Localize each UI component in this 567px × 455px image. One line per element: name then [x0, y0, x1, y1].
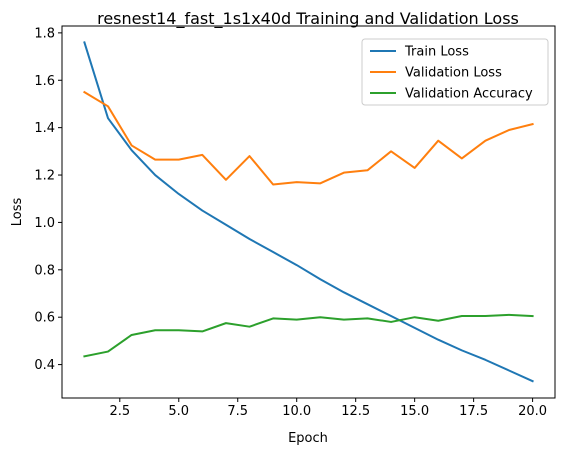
x-tick-label: 17.5 [459, 404, 488, 419]
y-tick-label: 1.4 [34, 121, 55, 136]
y-tick-label: 1.2 [34, 169, 55, 184]
x-tick-label: 2.5 [109, 404, 130, 419]
y-tick-label: 1.6 [34, 74, 55, 89]
y-tick-label: 0.4 [34, 358, 55, 373]
x-tick-label: 20.0 [518, 404, 547, 419]
y-tick-label: 1.0 [34, 216, 55, 231]
x-tick-label: 5.0 [168, 404, 189, 419]
y-tick-label: 0.6 [34, 311, 55, 326]
legend-entry-0: Train Loss [404, 45, 469, 60]
series-line-0 [83, 41, 534, 383]
y-axis-ticks: 0.4 0.6 0.8 1.0 1.2 1.4 1.6 1.8 [34, 26, 62, 373]
legend-box [361, 38, 549, 106]
legend-entry-2: Validation Accuracy [405, 87, 533, 102]
y-axis-label: Loss [10, 198, 25, 227]
plot-frame [61, 25, 556, 399]
x-tick-label: 12.5 [341, 404, 370, 419]
legend-entry-1: Validation Loss [405, 66, 502, 81]
x-axis-label: Epoch [288, 431, 328, 446]
x-tick-label: 15.0 [400, 404, 429, 419]
y-tick-label: 0.8 [34, 263, 55, 278]
x-tick-label: 7.5 [227, 404, 248, 419]
chart-title: resnest14_fast_1s1x40d Training and Vali… [97, 9, 519, 29]
legend: Train Loss Validation Loss Validation Accu… [361, 38, 549, 106]
series-line-1 [83, 90, 534, 186]
x-axis-ticks: 2.5 5.0 7.5 10.0 12.5 15.0 17.5 20.0 [109, 398, 547, 419]
y-tick-label: 1.8 [34, 26, 55, 41]
x-tick-label: 10.0 [282, 404, 311, 419]
plot-lines [83, 41, 534, 383]
series-line-2 [83, 313, 534, 358]
